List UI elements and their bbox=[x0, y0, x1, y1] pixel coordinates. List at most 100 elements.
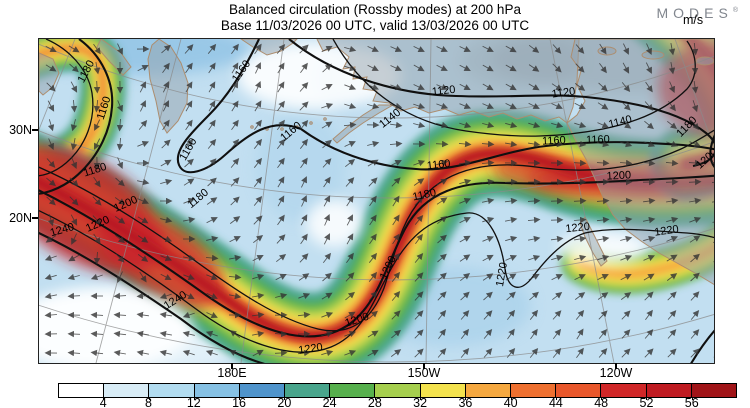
wind-arrow bbox=[711, 181, 714, 183]
wind-arrow bbox=[391, 310, 401, 320]
colorbar-tick bbox=[691, 397, 693, 400]
wind-arrow bbox=[137, 198, 149, 204]
colorbar-unit-label: m/s bbox=[683, 13, 704, 27]
wind-arrow bbox=[391, 177, 401, 187]
wind-arrow bbox=[93, 43, 101, 55]
wind-arrow bbox=[482, 121, 495, 129]
wind-arrow bbox=[93, 176, 101, 188]
wind-arrow bbox=[389, 140, 403, 148]
wind-arrow bbox=[437, 234, 447, 244]
wind-arrow bbox=[254, 119, 262, 131]
wind-arrow bbox=[115, 253, 125, 263]
wind-arrow bbox=[139, 271, 147, 283]
wind-arrow bbox=[644, 329, 654, 339]
aleutian-island bbox=[309, 121, 313, 125]
colorbar-tick bbox=[510, 397, 512, 400]
wind-arrow bbox=[623, 43, 629, 55]
wind-arrow bbox=[208, 100, 216, 112]
wind-arrow bbox=[622, 62, 630, 74]
wind-arrow bbox=[690, 291, 700, 301]
wind-arrow bbox=[644, 348, 654, 358]
y-axis-label: 30N bbox=[9, 123, 32, 137]
wind-arrow bbox=[137, 178, 150, 186]
wind-arrow bbox=[160, 235, 173, 243]
wind-arrow bbox=[666, 273, 678, 281]
wind-arrow bbox=[437, 310, 447, 320]
wind-arrow bbox=[621, 82, 631, 93]
wind-arrow bbox=[45, 45, 57, 52]
colorbar-tick-value: 28 bbox=[367, 396, 382, 408]
wind-arrow bbox=[70, 119, 78, 132]
wind-arrow bbox=[551, 254, 564, 262]
wind-arrow bbox=[184, 44, 194, 54]
wind-arrow bbox=[576, 347, 584, 359]
wind-arrow bbox=[230, 196, 240, 206]
wind-arrow bbox=[136, 311, 149, 319]
modes-logo: MODES® bbox=[656, 5, 738, 21]
wind-arrow bbox=[460, 272, 471, 282]
wind-arrow bbox=[552, 328, 562, 339]
wind-arrow bbox=[138, 119, 148, 130]
wind-arrow bbox=[344, 349, 357, 357]
wind-arrow bbox=[114, 197, 126, 205]
contour-label: 1200 bbox=[606, 169, 631, 182]
colorbar-segment bbox=[556, 384, 602, 397]
wind-arrow bbox=[184, 158, 194, 168]
wind-arrow bbox=[505, 273, 517, 281]
wind-arrow bbox=[597, 292, 609, 300]
aleutian-island bbox=[250, 125, 254, 129]
wind-arrow bbox=[597, 122, 609, 128]
wind-arrow bbox=[229, 292, 242, 300]
wind-arrow bbox=[276, 234, 286, 244]
colorbar-tick-value: 48 bbox=[594, 396, 609, 408]
wind-arrow bbox=[117, 157, 123, 169]
wind-arrow bbox=[117, 271, 123, 283]
wind-arrow bbox=[620, 235, 633, 243]
wind-arrow bbox=[229, 350, 241, 356]
wind-arrow bbox=[459, 46, 471, 52]
wind-arrow bbox=[206, 312, 218, 318]
colorbar-tick bbox=[646, 397, 648, 400]
wind-arrow bbox=[575, 63, 585, 73]
wind-arrow bbox=[482, 178, 495, 186]
modes-logo-text: MODES bbox=[656, 5, 733, 21]
wind-arrow bbox=[414, 310, 424, 320]
wind-arrow bbox=[255, 62, 261, 74]
wind-arrow bbox=[645, 309, 653, 321]
colorbar-tick bbox=[284, 397, 286, 400]
wind-arrow bbox=[573, 159, 587, 167]
colorbar-tick bbox=[465, 397, 467, 400]
wind-arrow bbox=[255, 81, 261, 93]
wind-arrow bbox=[321, 45, 333, 53]
wind-arrow bbox=[252, 349, 264, 357]
wind-arrow bbox=[206, 197, 218, 205]
colorbar-segments bbox=[58, 383, 737, 398]
wind-arrow bbox=[321, 84, 333, 91]
colorbar-tick-value: 36 bbox=[458, 396, 473, 408]
wind-arrow bbox=[159, 330, 172, 338]
wind-arrow bbox=[506, 291, 516, 301]
wind-arrow bbox=[599, 62, 607, 74]
map-canvas: 1180116011601160116011801180120012201240… bbox=[39, 39, 714, 363]
wind-arrow bbox=[435, 140, 449, 148]
contour-label: 1120 bbox=[431, 84, 456, 98]
colorbar-segment bbox=[601, 384, 647, 397]
wind-arrow bbox=[413, 178, 425, 186]
wind-arrow bbox=[299, 253, 309, 263]
wind-arrow bbox=[253, 176, 263, 187]
wind-arrow bbox=[528, 140, 541, 148]
wind-arrow bbox=[459, 121, 472, 129]
wind-arrow bbox=[505, 140, 518, 148]
wind-arrow bbox=[299, 44, 309, 54]
wind-arrow bbox=[528, 235, 541, 243]
colorbar-tick-value: 12 bbox=[186, 396, 201, 408]
x-axis-tick bbox=[231, 363, 233, 369]
wind-arrow bbox=[505, 64, 517, 72]
wind-arrow bbox=[253, 138, 263, 149]
wind-arrow bbox=[691, 100, 699, 113]
wind-arrow bbox=[460, 328, 470, 339]
wind-arrow bbox=[552, 291, 563, 301]
wind-arrow bbox=[458, 140, 472, 148]
wind-arrow bbox=[231, 119, 239, 131]
wind-arrow bbox=[483, 310, 493, 320]
